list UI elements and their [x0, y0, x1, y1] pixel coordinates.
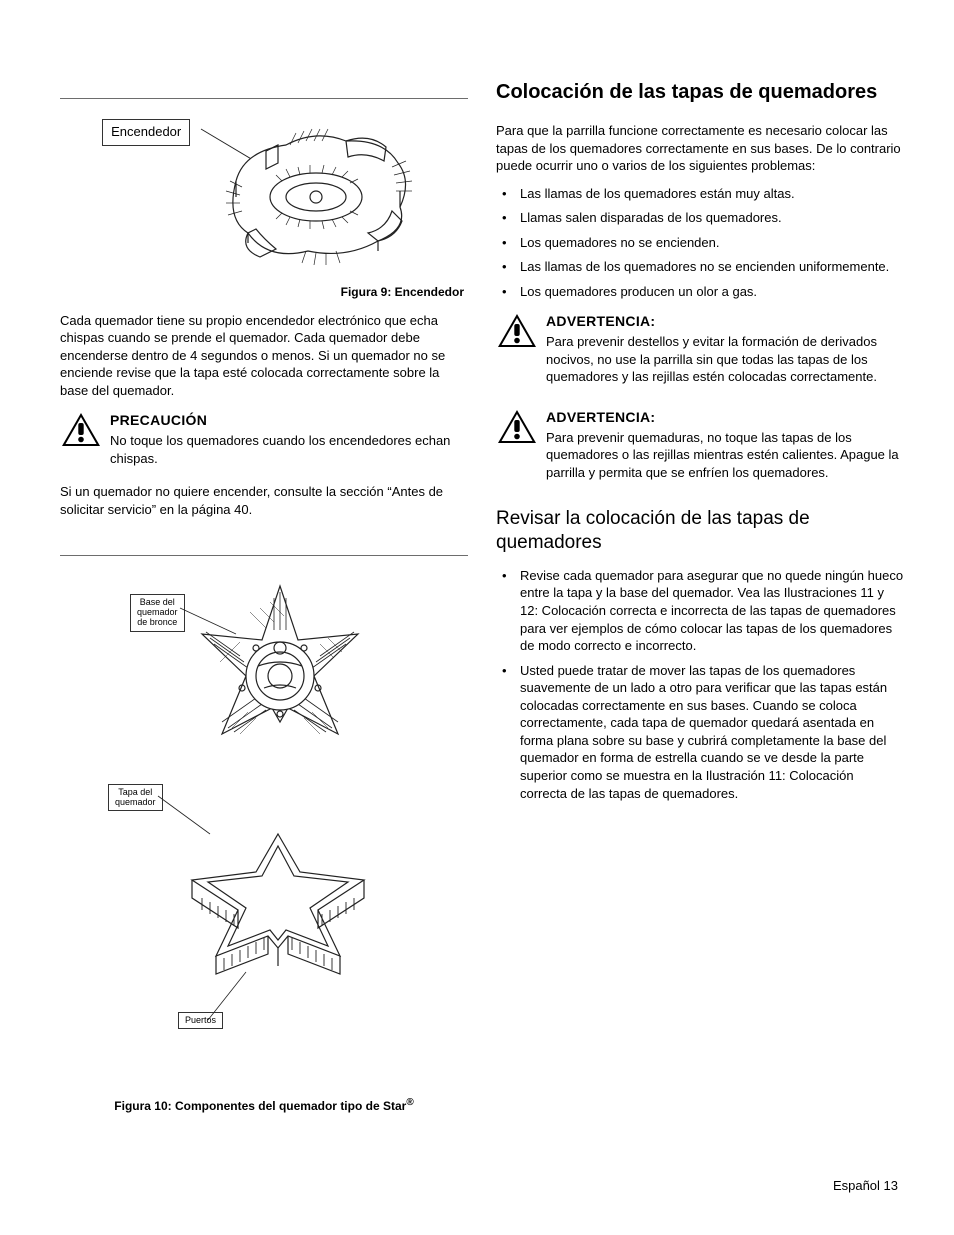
figure-9-caption: Figura 9: Encendedor	[60, 284, 468, 300]
list-item: Usted puede tratar de mover las tapas de…	[496, 662, 904, 802]
section-rule-2	[60, 555, 468, 556]
service-paragraph: Si un quemador no quiere encender, consu…	[60, 483, 468, 518]
star-burner-illustration-icon	[150, 568, 410, 1043]
warning-triangle-icon	[60, 411, 102, 477]
list-item: Revise cada quemador para asegurar que n…	[496, 567, 904, 655]
list-item: Los quemadores no se encienden.	[496, 234, 904, 252]
warning-triangle-icon	[496, 312, 538, 396]
warning-block-1: ADVERTENCIA: Para prevenir destellos y e…	[496, 312, 904, 396]
figure-9: Encendedor	[60, 111, 468, 276]
list-item: Los quemadores producen un olor a gas.	[496, 283, 904, 301]
list-item: Las llamas de los quemadores no se encie…	[496, 258, 904, 276]
list-item: Las llamas de los quemadores están muy a…	[496, 185, 904, 203]
warning-1-title: ADVERTENCIA:	[546, 312, 904, 331]
page-number: Español 13	[833, 1177, 898, 1195]
igniter-paragraph: Cada quemador tiene su propio encendedor…	[60, 312, 468, 400]
check-heading: Revisar la colocación de las tapas de qu…	[496, 507, 904, 555]
list-item: Llamas salen disparadas de los quemadore…	[496, 209, 904, 227]
warning-block-2: ADVERTENCIA: Para prevenir quemaduras, n…	[496, 408, 904, 492]
warning-2-title: ADVERTENCIA:	[546, 408, 904, 427]
check-list: Revise cada quemador para asegurar que n…	[496, 567, 904, 802]
caution-title: PRECAUCIÓN	[110, 411, 468, 430]
left-column: Encendedor	[60, 80, 468, 1114]
right-column: Colocación de las tapas de quemadores Pa…	[496, 80, 904, 1114]
warning-1-body: Para prevenir destellos y evitar la form…	[546, 333, 904, 386]
figure-9-callout: Encendedor	[102, 119, 190, 146]
caution-block: PRECAUCIÓN No toque los quemadores cuand…	[60, 411, 468, 477]
figure-10: Base delquemadorde bronce Tapa delquemad…	[60, 568, 468, 1088]
warning-triangle-icon	[496, 408, 538, 492]
problems-list: Las llamas de los quemadores están muy a…	[496, 185, 904, 301]
figure-10-caption: Figura 10: Componentes del quemador tipo…	[60, 1096, 468, 1114]
caution-body: No toque los quemadores cuando los encen…	[110, 432, 468, 467]
cap-placement-heading: Colocación de las tapas de quemadores	[496, 80, 904, 104]
section-rule	[60, 98, 468, 99]
cap-placement-intro: Para que la parrilla funcione correctame…	[496, 122, 904, 175]
warning-2-body: Para prevenir quemaduras, no toque las t…	[546, 429, 904, 482]
igniter-illustration-icon	[196, 111, 426, 276]
